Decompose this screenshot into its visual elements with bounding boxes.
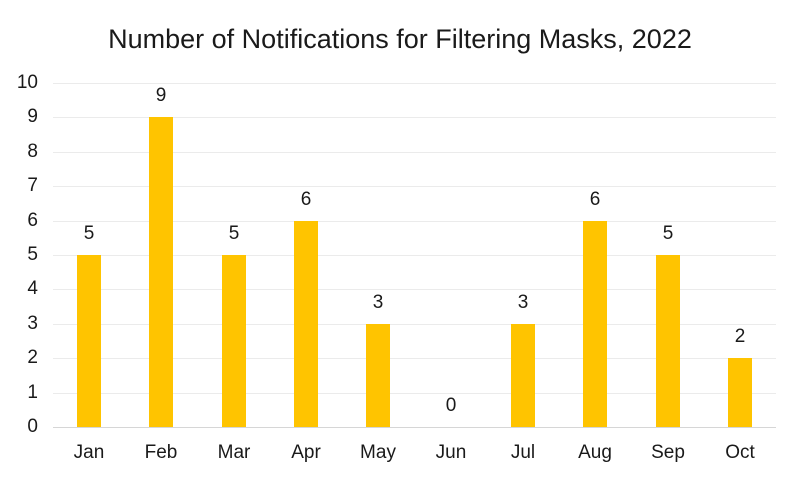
y-tick-label: 9 — [27, 106, 38, 127]
gridline — [53, 324, 776, 325]
gridline — [53, 393, 776, 394]
x-axis-line — [53, 427, 776, 428]
x-tick-label: May — [360, 442, 396, 463]
chart-title: Number of Notifications for Filtering Ma… — [108, 24, 692, 54]
y-tick-label: 6 — [27, 210, 38, 231]
y-tick-label: 5 — [27, 244, 38, 265]
y-tick-label: 3 — [27, 313, 38, 334]
gridline — [53, 221, 776, 222]
bar — [511, 324, 535, 427]
y-tick-label: 0 — [27, 416, 38, 437]
bar-value-label: 5 — [662, 223, 674, 244]
gridline — [53, 289, 776, 290]
bar — [77, 255, 101, 427]
bar — [149, 117, 173, 427]
bar-value-label: 5 — [83, 223, 95, 244]
bar-value-label: 9 — [155, 85, 167, 106]
x-tick-label: Jul — [510, 442, 536, 463]
bar — [366, 324, 390, 427]
x-tick-label: Apr — [291, 442, 321, 463]
gridline — [53, 83, 776, 84]
x-tick-label: Aug — [578, 442, 612, 463]
bar-value-label: 2 — [734, 326, 746, 347]
x-tick-label: Jan — [73, 442, 105, 463]
bar-value-label: 0 — [445, 395, 457, 416]
x-tick-label: Feb — [144, 442, 178, 463]
x-tick-label: Jun — [435, 442, 467, 463]
bar-value-label: 3 — [517, 292, 529, 313]
gridline — [53, 186, 776, 187]
bar-value-label: 6 — [300, 189, 312, 210]
y-tick-label: 2 — [27, 347, 38, 368]
bar — [583, 221, 607, 427]
y-tick-label: 4 — [27, 278, 38, 299]
y-tick-label: 1 — [27, 382, 38, 403]
bar-value-label: 6 — [589, 189, 601, 210]
gridline — [53, 358, 776, 359]
gridline — [53, 117, 776, 118]
gridline — [53, 255, 776, 256]
x-tick-label: Mar — [217, 442, 251, 463]
y-tick-label: 8 — [27, 141, 38, 162]
bar-value-label: 5 — [228, 223, 240, 244]
bar — [656, 255, 680, 427]
x-tick-label: Oct — [725, 442, 755, 463]
y-tick-label: 10 — [16, 72, 38, 93]
x-tick-label: Sep — [651, 442, 685, 463]
bar — [728, 358, 752, 427]
bar-value-label: 3 — [372, 292, 384, 313]
y-tick-label: 7 — [27, 175, 38, 196]
bar — [222, 255, 246, 427]
gridline — [53, 152, 776, 153]
bar — [294, 221, 318, 427]
